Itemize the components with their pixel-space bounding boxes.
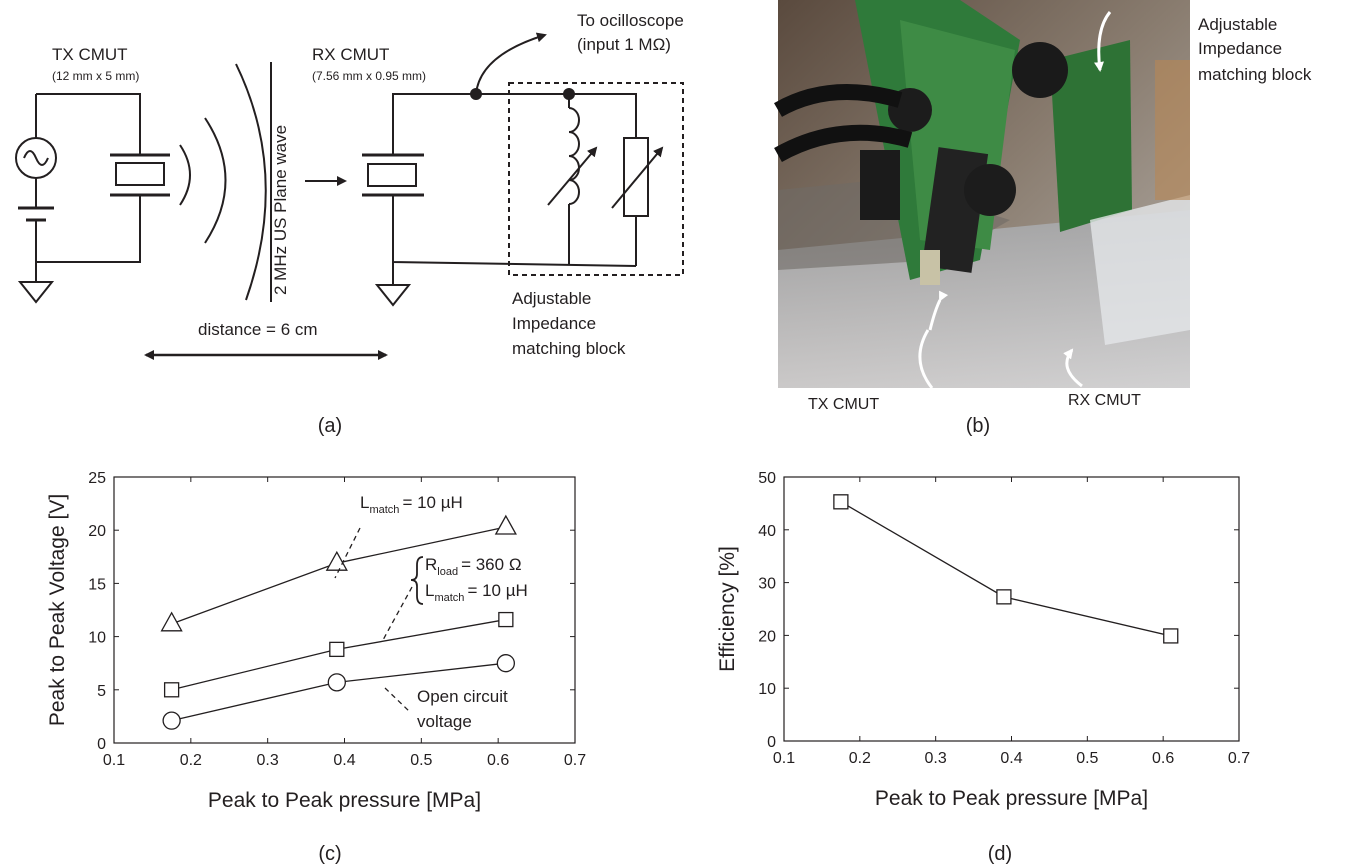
square-marker	[833, 494, 849, 510]
ann-square-R-val: = 360 Ω	[461, 555, 521, 574]
tx-circuit	[15, 93, 170, 304]
x-tick-label: 0.5	[410, 752, 432, 769]
y-tick-label: 20	[758, 628, 776, 645]
photo-block-label-line1: Adjustable	[1198, 15, 1277, 34]
panel-d-efficiency-chart: 0.1 0.2 0.3 0.4 0.5 0.6 0.7 0 10 20 30 40 50 Peak to …	[716, 470, 1250, 865]
chart-d-marks: 0.1 0.2 0.3 0.4 0.5 0.6 0.7 0 10 20 30 40 50 Peak to …	[716, 470, 1250, 810]
y-tick-label: 10	[758, 681, 776, 698]
square-marker	[163, 682, 180, 698]
ann-triangle-val: = 10 µH	[402, 493, 462, 512]
y-tick-label: 10	[88, 630, 106, 647]
x-tick-label: 0.7	[564, 752, 586, 769]
panel-c-voltage-chart: 0.1 0.2 0.3 0.4 0.5 0.6 0.7 0 5 10 15 20 25 Peak to P…	[46, 470, 586, 865]
series-line-square	[840, 501, 1171, 637]
circle-marker	[162, 711, 181, 730]
rx-pointer-arrow	[1063, 348, 1083, 388]
ann-square-R-sub: load	[437, 566, 458, 578]
triangle-marker	[494, 514, 517, 535]
rx-cmut-size: (7.56 mm x 0.95 mm)	[312, 69, 426, 83]
circle-marker	[327, 673, 346, 692]
y-tick-label: 0	[97, 736, 106, 753]
x-tick-label: 0.4	[333, 752, 355, 769]
x-tick-label: 0.7	[1228, 750, 1250, 767]
x-tick-label: 0.3	[257, 752, 279, 769]
ann-square-L: L	[425, 581, 434, 600]
x-tick-label: 0.3	[925, 750, 947, 767]
x-tick-label: 0.5	[1076, 750, 1098, 767]
y-tick-label: 40	[758, 523, 776, 540]
plot-frame	[783, 476, 1240, 742]
photo-tx-label: TX CMUT	[808, 396, 879, 413]
x-axis-label: Peak to Peak pressure [MPa]	[208, 789, 481, 812]
caption-b: (b)	[966, 415, 990, 437]
photo-rx-label: RX CMUT	[1068, 392, 1141, 409]
square-marker	[996, 589, 1012, 605]
square-marker	[498, 611, 514, 628]
x-tick-label: 0.6	[487, 752, 509, 769]
y-tick-label: 30	[758, 576, 776, 593]
ann-square-L-sub: match	[434, 592, 464, 604]
x-tick-label: 0.4	[1000, 750, 1022, 767]
ann-square-R: R	[425, 555, 437, 574]
tx-pointer-arrow-head	[928, 290, 949, 331]
block-pointer-arrow	[1094, 11, 1112, 72]
caption-a: (a)	[318, 415, 342, 437]
y-tick-label: 20	[88, 523, 106, 540]
y-tick-label: 25	[88, 470, 106, 487]
lab-setup-photo	[774, 0, 1190, 388]
ann-square-r: Rload = 360 Ω	[425, 555, 522, 578]
chart-c-annotations	[334, 527, 424, 713]
block-label-line2: Impedance	[512, 314, 596, 333]
x-tick-label: 0.1	[773, 750, 795, 767]
caption-c: (c)	[318, 843, 341, 865]
y-tick-label: 0	[767, 734, 776, 751]
ann-triangle-L: L	[360, 493, 369, 512]
x-tick-label: 0.2	[180, 752, 202, 769]
tx-cmut-size: (12 mm x 5 mm)	[52, 69, 139, 83]
caption-d: (d)	[988, 843, 1012, 865]
rx-circuit	[362, 32, 684, 307]
ann-circle-line1: Open circuit	[417, 687, 508, 706]
block-label-line1: Adjustable	[512, 289, 591, 308]
panel-a-schematic: TX CMUT (12 mm x 5 mm) 2 MHz US Plane wa…	[15, 11, 684, 437]
x-tick-label: 0.1	[103, 752, 125, 769]
scope-label-line1: To ocilloscope	[577, 11, 684, 30]
y-axis-label: Efficiency [%]	[716, 546, 739, 672]
triangle-marker	[160, 611, 183, 632]
y-axis-label: Peak to Peak Voltage [V]	[46, 494, 69, 726]
y-tick-label: 5	[97, 683, 106, 700]
x-tick-label: 0.6	[1152, 750, 1174, 767]
x-axis-label: Peak to Peak pressure [MPa]	[875, 787, 1148, 810]
junction-dot	[563, 88, 575, 100]
panel-b-photo: Adjustable Impedance matching block TX C…	[774, 0, 1312, 437]
ann-triangle-sub: match	[369, 504, 399, 516]
square-marker	[329, 641, 345, 658]
square-marker	[1163, 628, 1179, 644]
wave-fronts	[179, 62, 272, 302]
ann-square-L-val: = 10 µH	[467, 581, 527, 600]
y-tick-label: 50	[758, 470, 776, 487]
tx-pointer-arrow	[918, 329, 934, 389]
block-label-line3: matching block	[512, 339, 626, 358]
rx-cmut-label: RX CMUT	[312, 45, 389, 64]
junction-dot	[470, 88, 482, 100]
circle-marker	[496, 654, 516, 673]
photo-block-label-line3: matching block	[1198, 65, 1312, 84]
scope-label-line2: (input 1 MΩ)	[577, 35, 671, 54]
triangle-marker	[325, 550, 348, 571]
x-tick-label: 0.2	[849, 750, 871, 767]
tx-cmut-label: TX CMUT	[52, 45, 128, 64]
chart-c-marks: 0.1 0.2 0.3 0.4 0.5 0.6 0.7 0 5 10 15 20 25 Peak to P…	[46, 470, 586, 812]
ann-triangle: Lmatch = 10 µH	[360, 493, 463, 516]
photo-block-label-line2: Impedance	[1198, 39, 1282, 58]
ann-circle-line2: voltage	[417, 712, 472, 731]
distance-label: distance = 6 cm	[198, 320, 318, 339]
ann-square-l: Lmatch = 10 µH	[425, 581, 528, 604]
plane-wave-label: 2 MHz US Plane wave	[271, 125, 290, 295]
y-tick-label: 15	[88, 576, 106, 593]
